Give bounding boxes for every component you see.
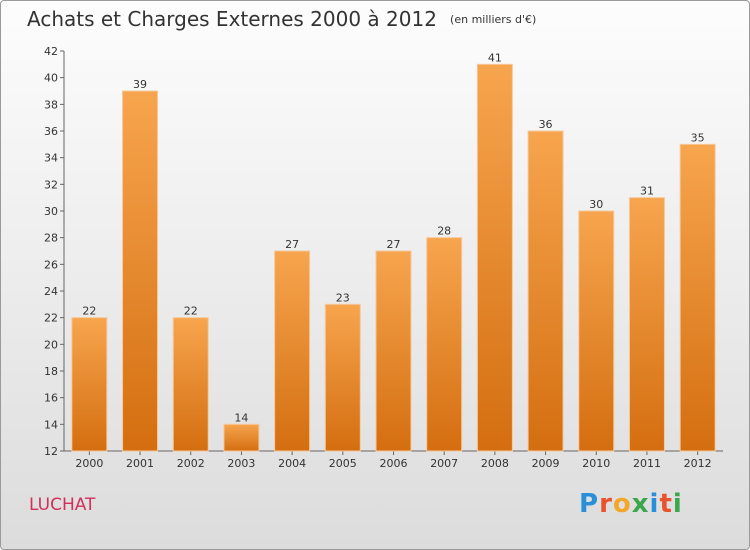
x-tick-label: 2006 bbox=[380, 457, 408, 470]
data-label: 39 bbox=[133, 78, 147, 91]
data-label: 27 bbox=[285, 238, 299, 251]
data-label: 36 bbox=[539, 118, 553, 131]
y-tick-label: 40 bbox=[44, 72, 58, 85]
data-label: 41 bbox=[488, 51, 502, 64]
y-tick-label: 12 bbox=[44, 445, 58, 458]
data-label: 23 bbox=[336, 291, 350, 304]
x-tick-label: 2010 bbox=[582, 457, 610, 470]
bar bbox=[223, 423, 260, 452]
y-tick-label: 24 bbox=[44, 285, 58, 298]
x-tick-label: 2002 bbox=[177, 457, 205, 470]
logo-letter: x bbox=[631, 489, 650, 519]
y-tick-label: 38 bbox=[44, 98, 58, 111]
x-tick-label: 2001 bbox=[126, 457, 154, 470]
y-tick-label: 30 bbox=[44, 205, 58, 218]
data-label: 28 bbox=[437, 225, 451, 238]
x-tick-label: 2000 bbox=[75, 457, 103, 470]
chart-subtitle: (en milliers d'€) bbox=[450, 13, 537, 26]
data-label: 35 bbox=[691, 131, 705, 144]
x-tick-label: 2004 bbox=[278, 457, 306, 470]
bar bbox=[71, 317, 108, 452]
bar bbox=[274, 250, 311, 452]
y-tick-label: 20 bbox=[44, 338, 58, 351]
data-label: 31 bbox=[640, 185, 654, 198]
x-tick-label: 2012 bbox=[684, 457, 712, 470]
data-label: 27 bbox=[387, 238, 401, 251]
logo-letter: r bbox=[599, 489, 613, 519]
data-label: 22 bbox=[184, 305, 198, 318]
commune-name: LUCHAT bbox=[29, 495, 96, 515]
x-tick-label: 2005 bbox=[329, 457, 357, 470]
bar bbox=[679, 143, 716, 452]
logo-letter: o bbox=[612, 489, 632, 519]
bar bbox=[578, 210, 615, 452]
x-tick-label: 2008 bbox=[481, 457, 509, 470]
bar bbox=[426, 237, 463, 452]
bar bbox=[476, 63, 513, 452]
y-tick-label: 32 bbox=[44, 178, 58, 191]
y-tick-label: 26 bbox=[44, 258, 58, 271]
proxiti-logo: Proxiti bbox=[579, 489, 683, 519]
data-label: 14 bbox=[234, 411, 248, 424]
bar bbox=[527, 130, 564, 452]
chart-title: Achats et Charges Externes 2000 à 2012 bbox=[27, 7, 437, 31]
y-tick-label: 14 bbox=[44, 418, 58, 431]
y-tick-label: 22 bbox=[44, 312, 58, 325]
bar bbox=[375, 250, 412, 452]
logo-letter: i bbox=[649, 489, 660, 519]
y-tick-label: 18 bbox=[44, 365, 58, 378]
bar bbox=[628, 197, 665, 452]
x-tick-label: 2003 bbox=[227, 457, 255, 470]
bar bbox=[324, 303, 361, 452]
logo-letter: i bbox=[672, 489, 683, 519]
bar bbox=[122, 90, 159, 452]
axes: 12 14 16 18 20 22 24 26 28 30 32 34 36 38 40 42 2000 2001… bbox=[44, 45, 723, 470]
title-row: Achats et Charges Externes 2000 à 2012 (… bbox=[27, 7, 536, 31]
logo-letter: P bbox=[579, 489, 600, 519]
bar bbox=[172, 317, 209, 452]
x-tick-label: 2007 bbox=[430, 457, 458, 470]
y-tick-label: 34 bbox=[44, 152, 58, 165]
x-tick-label: 2011 bbox=[633, 457, 661, 470]
data-label: 30 bbox=[589, 198, 603, 211]
y-tick-label: 36 bbox=[44, 125, 58, 138]
y-tick-label: 28 bbox=[44, 232, 58, 245]
x-tick-label: 2009 bbox=[532, 457, 560, 470]
y-tick-label: 16 bbox=[44, 392, 58, 405]
data-label: 22 bbox=[82, 305, 96, 318]
y-tick-label: 42 bbox=[44, 45, 58, 58]
bars: 22 39 22 14 27 23 27 28 41 36 30 31 35 bbox=[71, 51, 716, 452]
logo-letter: t bbox=[659, 489, 673, 519]
